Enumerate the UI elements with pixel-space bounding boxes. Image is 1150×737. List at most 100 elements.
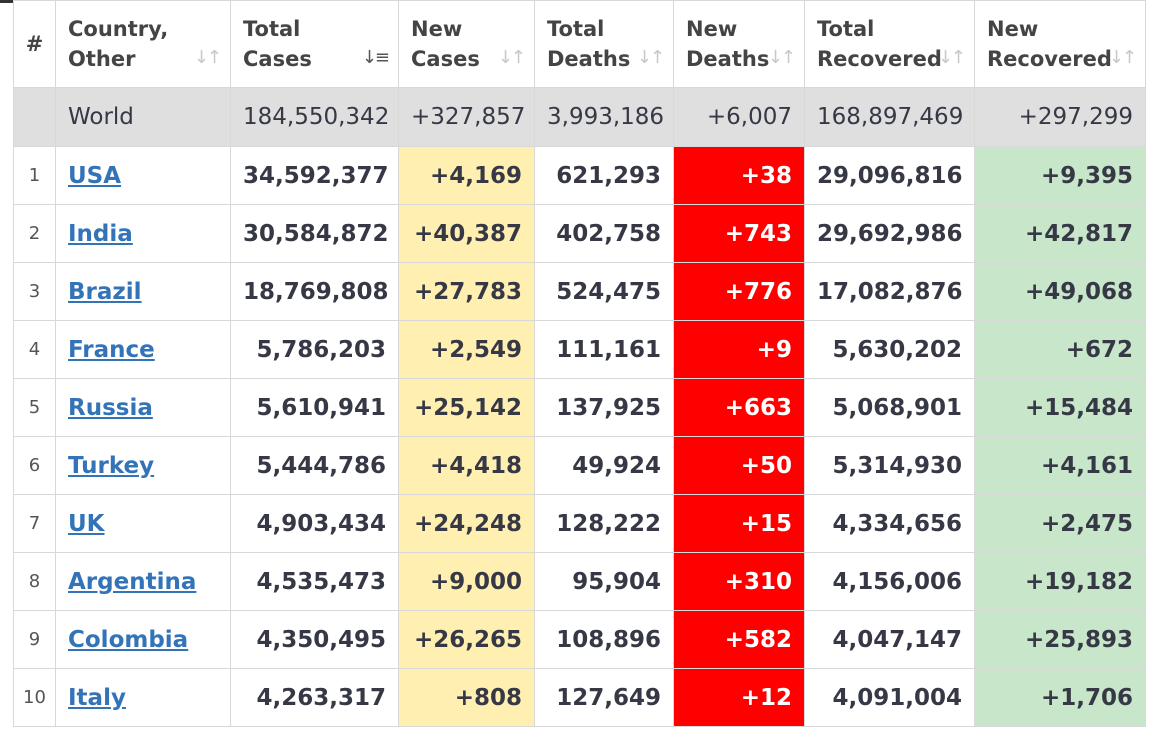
country-link[interactable]: France xyxy=(68,336,155,363)
rank-cell: 2 xyxy=(13,204,56,263)
table-row: 1 USA 34,592,377 +4,169 621,293 +38 29,096,816… xyxy=(13,146,1146,205)
country-link[interactable]: Turkey xyxy=(68,452,155,479)
country-cell: Colombia xyxy=(55,610,231,669)
total-deaths-cell: 137,925 xyxy=(534,378,674,437)
total-deaths-cell: 108,896 xyxy=(534,610,674,669)
new-recovered-cell: +2,475 xyxy=(974,494,1146,553)
sort-arrows-icon[interactable]: ↓↑ xyxy=(937,47,966,68)
sort-arrows-icon[interactable]: ↓↑ xyxy=(193,47,222,68)
header-new-cases-line1: New xyxy=(411,17,463,41)
header-total-cases-line2: Cases xyxy=(243,47,312,71)
new-cases-cell: +9,000 xyxy=(398,552,535,611)
header-total-cases[interactable]: Total Cases ↓≡ xyxy=(230,0,399,88)
country-cell: France xyxy=(55,320,231,379)
country-link[interactable]: Brazil xyxy=(68,278,142,305)
new-recovered-cell: +4,161 xyxy=(974,436,1146,495)
country-link[interactable]: Argentina xyxy=(68,568,197,595)
country-link[interactable]: USA xyxy=(68,162,122,189)
covid-stats-table: # Country, Other ↓↑ Total Cases ↓≡ New C… xyxy=(13,0,1146,727)
total-cases-cell: 34,592,377 xyxy=(230,146,399,205)
header-new-cases[interactable]: New Cases ↓↑ xyxy=(398,0,535,88)
country-link[interactable]: Russia xyxy=(68,394,153,421)
new-cases-cell: +27,783 xyxy=(398,262,535,321)
new-deaths-cell: +9 xyxy=(673,320,805,379)
header-total-deaths[interactable]: Total Deaths ↓↑ xyxy=(534,0,674,88)
total-cases-cell: 4,263,317 xyxy=(230,668,399,727)
total-deaths-cell: 127,649 xyxy=(534,668,674,727)
country-link[interactable]: India xyxy=(68,220,133,247)
header-total-recovered-line1: Total xyxy=(817,17,875,41)
sort-arrows-icon[interactable]: ↓↑ xyxy=(767,47,796,68)
rank-cell: 10 xyxy=(13,668,56,727)
table-row: 8 Argentina 4,535,473 +9,000 95,904 +310 4,156… xyxy=(13,552,1146,611)
total-recovered-cell: 17,082,876 xyxy=(804,262,975,321)
country-cell: UK xyxy=(55,494,231,553)
country-cell: Russia xyxy=(55,378,231,437)
header-new-deaths[interactable]: New Deaths ↓↑ xyxy=(673,0,805,88)
total-recovered-cell: 29,096,816 xyxy=(804,146,975,205)
header-total-cases-line1: Total xyxy=(243,17,301,41)
sort-arrows-icon[interactable]: ↓↑ xyxy=(1108,47,1137,68)
country-link[interactable]: UK xyxy=(68,510,105,537)
country-rows: 1 USA 34,592,377 +4,169 621,293 +38 29,096,816… xyxy=(13,146,1146,727)
new-deaths-cell: +663 xyxy=(673,378,805,437)
rank-cell: 6 xyxy=(13,436,56,495)
new-cases-cell: +808 xyxy=(398,668,535,727)
header-total-recovered-line2: Recovered xyxy=(817,47,942,71)
country-link[interactable]: Colombia xyxy=(68,626,189,653)
rank-cell: 8 xyxy=(13,552,56,611)
table-row: 7 UK 4,903,434 +24,248 128,222 +15 4,334,656 +2… xyxy=(13,494,1146,553)
country-cell: Turkey xyxy=(55,436,231,495)
new-recovered-cell: +9,395 xyxy=(974,146,1146,205)
new-deaths-cell: +15 xyxy=(673,494,805,553)
new-recovered-cell: +49,068 xyxy=(974,262,1146,321)
header-new-recovered-line2: Recovered xyxy=(987,47,1112,71)
header-new-cases-line2: Cases xyxy=(411,47,480,71)
new-cases-cell: +40,387 xyxy=(398,204,535,263)
sort-arrows-icon[interactable]: ↓↑ xyxy=(636,47,665,68)
header-country[interactable]: Country, Other ↓↑ xyxy=(55,0,231,88)
table-header-row: # Country, Other ↓↑ Total Cases ↓≡ New C… xyxy=(13,0,1146,88)
new-recovered-cell: +15,484 xyxy=(974,378,1146,437)
header-total-deaths-line1: Total xyxy=(547,17,605,41)
table-row: 9 Colombia 4,350,495 +26,265 108,896 +582 4,04… xyxy=(13,610,1146,669)
country-link[interactable]: Italy xyxy=(68,684,126,711)
new-cases-cell: +24,248 xyxy=(398,494,535,553)
total-recovered-cell: 4,334,656 xyxy=(804,494,975,553)
rank-cell: 1 xyxy=(13,146,56,205)
total-recovered-cell: 4,156,006 xyxy=(804,552,975,611)
sort-desc-icon[interactable]: ↓≡ xyxy=(361,47,390,68)
total-cases-cell: 5,444,786 xyxy=(230,436,399,495)
country-cell: Italy xyxy=(55,668,231,727)
new-cases-cell: +4,418 xyxy=(398,436,535,495)
sort-arrows-icon[interactable]: ↓↑ xyxy=(497,47,526,68)
new-deaths-cell: +582 xyxy=(673,610,805,669)
total-cases-cell: 5,610,941 xyxy=(230,378,399,437)
rank-cell: 3 xyxy=(13,262,56,321)
total-deaths-cell: 111,161 xyxy=(534,320,674,379)
total-deaths-cell: 524,475 xyxy=(534,262,674,321)
total-recovered-cell: 29,692,986 xyxy=(804,204,975,263)
header-new-recovered-line1: New xyxy=(987,17,1039,41)
total-cases-cell: 18,769,808 xyxy=(230,262,399,321)
header-new-deaths-line2: Deaths xyxy=(686,47,770,71)
header-total-recovered[interactable]: Total Recovered ↓↑ xyxy=(804,0,975,88)
total-recovered-cell: 4,091,004 xyxy=(804,668,975,727)
header-new-recovered[interactable]: New Recovered ↓↑ xyxy=(974,0,1146,88)
world-total-recovered-cell: 168,897,469 xyxy=(804,87,975,147)
new-cases-cell: +25,142 xyxy=(398,378,535,437)
rank-cell: 4 xyxy=(13,320,56,379)
new-cases-cell: +26,265 xyxy=(398,610,535,669)
new-deaths-cell: +50 xyxy=(673,436,805,495)
world-total-row: World 184,550,342 +327,857 3,993,186 +6,… xyxy=(13,87,1146,147)
total-cases-cell: 4,535,473 xyxy=(230,552,399,611)
new-cases-cell: +4,169 xyxy=(398,146,535,205)
world-new-cases-cell: +327,857 xyxy=(398,87,535,147)
total-recovered-cell: 5,068,901 xyxy=(804,378,975,437)
world-total-deaths-cell: 3,993,186 xyxy=(534,87,674,147)
header-index: # xyxy=(13,0,56,88)
rank-cell: 7 xyxy=(13,494,56,553)
total-deaths-cell: 49,924 xyxy=(534,436,674,495)
header-country-line1: Country, xyxy=(68,17,169,41)
new-recovered-cell: +672 xyxy=(974,320,1146,379)
